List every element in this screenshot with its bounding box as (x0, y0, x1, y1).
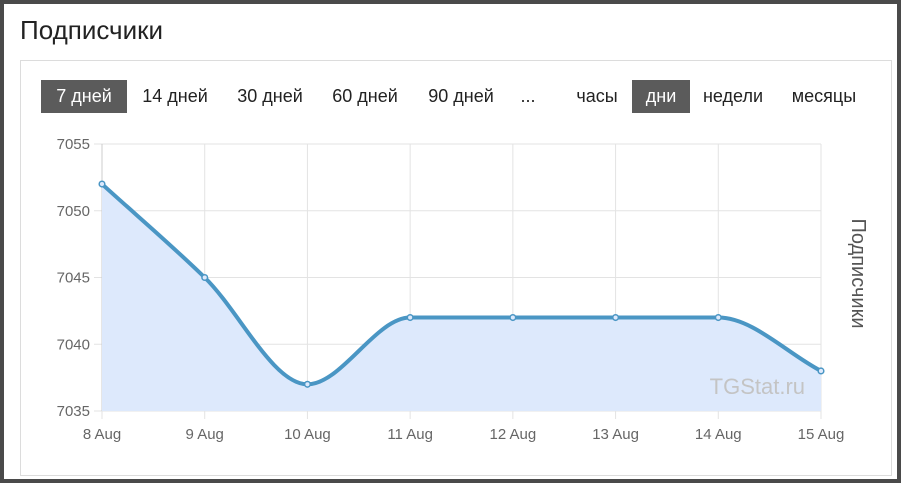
tab-range-14-days[interactable]: 14 дней (142, 86, 208, 106)
tab-range-60-days[interactable]: 60 дней (332, 86, 398, 106)
x-tick-label: 11 Aug (387, 426, 433, 443)
x-tick-label: 14 Aug (695, 426, 742, 443)
x-tick-label: 12 Aug (489, 426, 536, 443)
data-point (303, 380, 311, 388)
data-point (98, 180, 106, 188)
x-tick-label: 8 Aug (83, 426, 121, 443)
series-area-fill (102, 184, 821, 411)
tab-unit-days[interactable]: дни (632, 80, 690, 113)
series-line (100, 182, 823, 387)
tab-unit-months[interactable]: месяцы (791, 86, 857, 106)
tab-unit-hours[interactable]: часы (576, 86, 618, 106)
y-tick-label: 7040 (57, 336, 90, 353)
data-point (714, 314, 722, 322)
tab-range-90-days[interactable]: 90 дней (428, 86, 494, 106)
x-tick-label: 10 Aug (284, 426, 331, 443)
data-point (406, 314, 414, 322)
data-point (201, 273, 209, 282)
y-tick-label: 7035 (57, 403, 90, 420)
tab-range-more[interactable]: ... (520, 86, 536, 106)
y-tick-label: 7045 (57, 270, 90, 287)
data-point (817, 367, 825, 375)
tab-range-7-days[interactable]: 7 дней (41, 80, 127, 113)
tab-unit-weeks[interactable]: недели (702, 86, 764, 106)
y-tick-label: 7050 (57, 203, 90, 220)
tab-range-30-days[interactable]: 30 дней (237, 86, 303, 106)
y-tick-label: 7055 (57, 136, 90, 153)
y-axis-title: Подписчики (847, 218, 869, 328)
x-tick-label: 13 Aug (592, 426, 639, 443)
x-tick-label: 9 Aug (186, 426, 224, 443)
watermark: TGStat.ru (710, 374, 805, 399)
subscribers-chart: 7035 7040 7045 7050 7055 8 Aug 9 Aug 10 Aug 11 A… (57, 136, 869, 443)
x-tick-label: 15 Aug (798, 426, 845, 443)
page-title: Подписчики (20, 15, 164, 45)
data-point (612, 314, 620, 322)
data-point (509, 314, 517, 322)
